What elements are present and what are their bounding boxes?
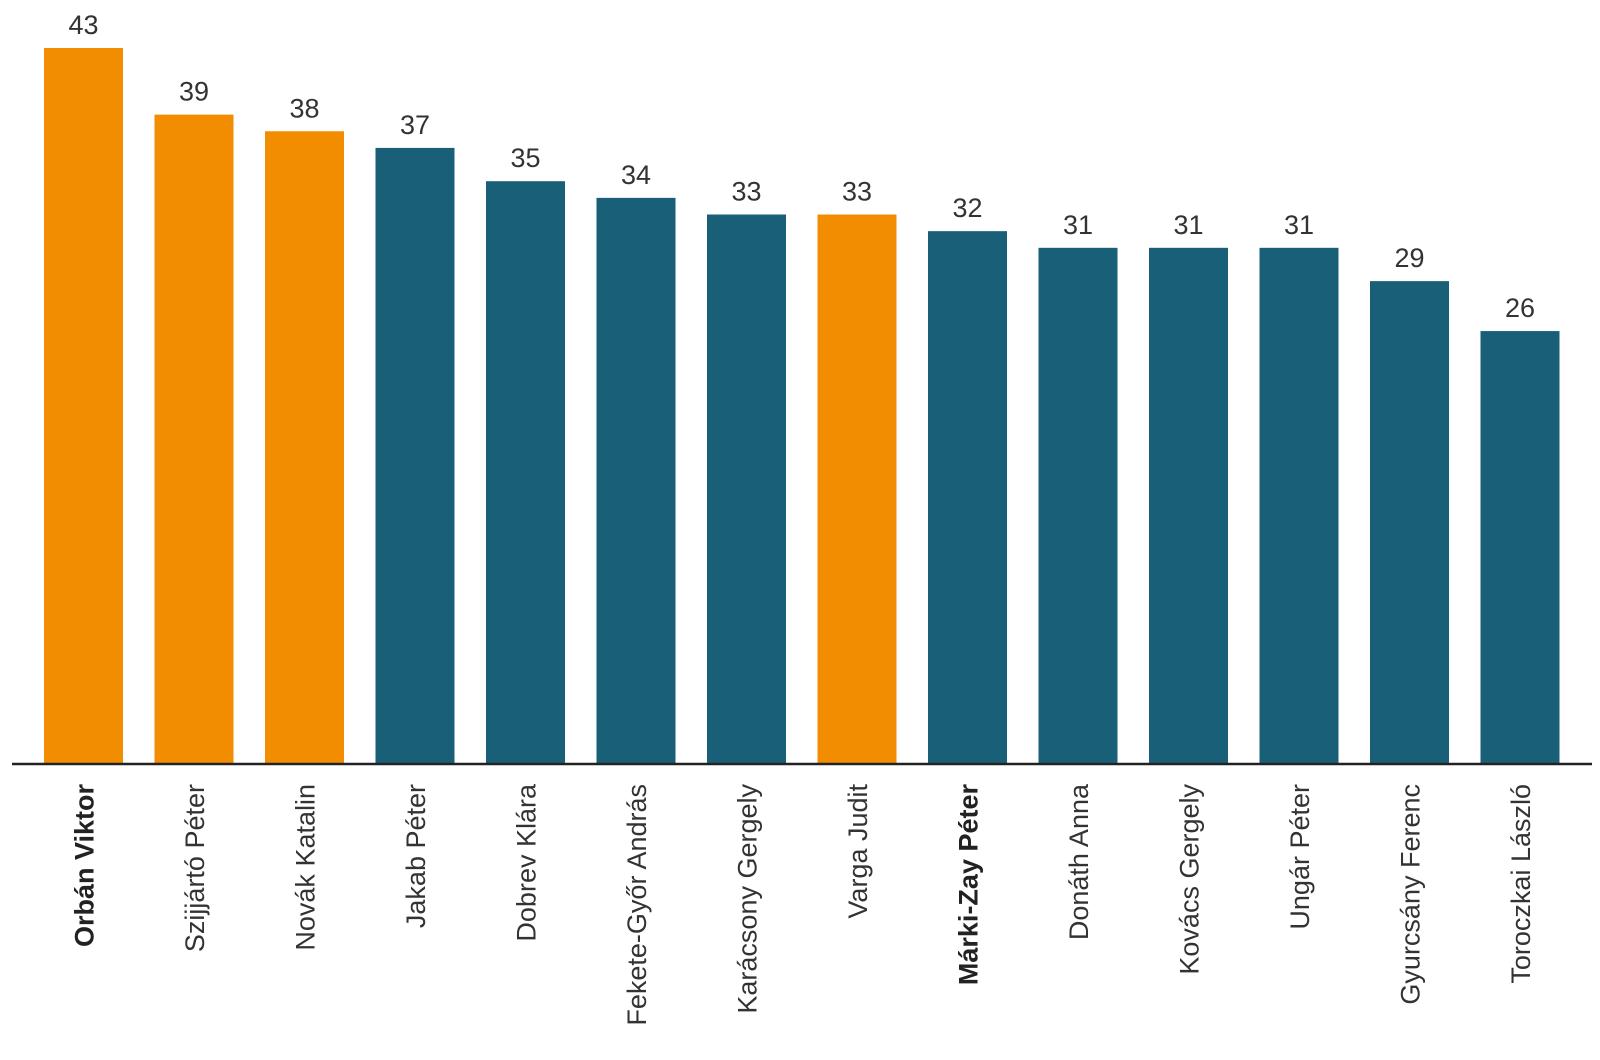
bar-szijjarto-peter bbox=[154, 114, 234, 764]
value-label-toroczkai-laszlo: 26 bbox=[1505, 293, 1535, 323]
bar-dobrev-klara bbox=[486, 181, 565, 765]
value-label-donath-anna: 31 bbox=[1063, 210, 1093, 240]
category-label-toroczkai-laszlo: Toroczkai László bbox=[1506, 784, 1536, 984]
value-label-dobrev-klara: 35 bbox=[510, 143, 540, 173]
bar-jakab-peter bbox=[375, 147, 455, 764]
value-label-novak-katalin: 38 bbox=[289, 93, 319, 123]
value-label-ungar-peter: 31 bbox=[1284, 210, 1314, 240]
category-label-varga-judit: Varga Judit bbox=[843, 784, 873, 919]
value-label-jakab-peter: 37 bbox=[400, 110, 430, 140]
bar-karacsony-gergely bbox=[707, 214, 786, 765]
category-label-ungar-peter: Ungár Péter bbox=[1285, 784, 1315, 930]
category-label-karacsony-gergely: Karácsony Gergely bbox=[733, 784, 763, 1014]
category-label-kovacs-gergely: Kovács Gergely bbox=[1175, 784, 1205, 975]
bar-marki-zay-peter bbox=[928, 231, 1007, 765]
category-label-jakab-peter: Jakab Péter bbox=[401, 784, 431, 928]
bar-gyurcsany-ferenc bbox=[1370, 281, 1449, 764]
category-label-fekete-gyor-andras: Fekete-Győr András bbox=[622, 784, 652, 1026]
category-label-donath-anna: Donáth Anna bbox=[1064, 783, 1094, 940]
value-labels-group: 43 39 38 37 35 34 33 33 32 31 31 31 29 26 bbox=[68, 10, 1535, 323]
value-label-marki-zay-peter: 32 bbox=[952, 193, 982, 223]
category-label-novak-katalin: Novák Katalin bbox=[291, 784, 321, 951]
value-label-gyurcsany-ferenc: 29 bbox=[1394, 243, 1424, 273]
bar-novak-katalin bbox=[265, 131, 344, 765]
bar-kovacs-gergely bbox=[1149, 247, 1228, 764]
category-label-orban-viktor: Orbán Viktor bbox=[70, 784, 100, 948]
value-label-szijjarto-peter: 39 bbox=[179, 77, 209, 107]
bar-orban-viktor bbox=[44, 48, 123, 764]
bar-ungar-peter bbox=[1259, 247, 1339, 764]
category-label-dobrev-klara: Dobrev Klára bbox=[512, 783, 542, 942]
bar-toroczkai-laszlo bbox=[1480, 331, 1560, 764]
value-label-varga-judit: 33 bbox=[842, 177, 872, 207]
value-label-fekete-gyor-andras: 34 bbox=[621, 160, 651, 190]
bar-donath-anna bbox=[1038, 247, 1118, 764]
value-label-orban-viktor: 43 bbox=[68, 10, 98, 40]
category-label-gyurcsany-ferenc: Gyurcsány Ferenc bbox=[1396, 784, 1426, 1005]
value-label-kovacs-gergely: 31 bbox=[1173, 210, 1203, 240]
category-labels-group: Orbán Viktor Szijjártó Péter Novák Katalin… bbox=[70, 783, 1537, 1026]
bars-group bbox=[44, 48, 1560, 765]
category-label-marki-zay-peter: Márki-Zay Péter bbox=[954, 784, 984, 986]
category-label-szijjarto-peter: Szijjártó Péter bbox=[180, 784, 210, 952]
value-label-karacsony-gergely: 33 bbox=[731, 177, 761, 207]
bar-fekete-gyor-andras bbox=[596, 197, 676, 764]
bar-varga-judit bbox=[817, 214, 897, 765]
